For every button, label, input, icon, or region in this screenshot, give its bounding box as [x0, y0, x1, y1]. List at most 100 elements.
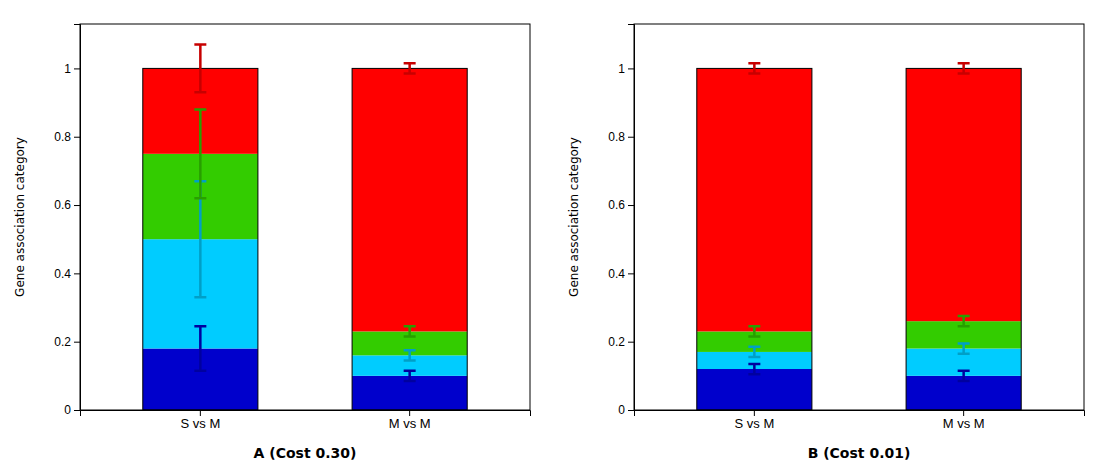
- tick: M vs M: [943, 410, 985, 431]
- y-axis: 0 0.2 0.4 0.6 0.8 1: [54, 25, 80, 418]
- error-bars: [194, 44, 415, 92]
- y-tick: [74, 342, 80, 343]
- plot-frame: [634, 24, 1084, 410]
- y-tick: [628, 342, 634, 343]
- error-bar: [748, 63, 760, 73]
- x-axis-title: B (Cost 0.01): [808, 445, 911, 461]
- tick: 0.4: [608, 267, 634, 281]
- x-tick-label: S vs M: [734, 416, 774, 431]
- error-bar: [748, 364, 760, 374]
- tick: 0.8: [608, 130, 634, 144]
- y-axis: 0 0.2 0.4 0.6 0.8 1: [608, 25, 634, 418]
- bar-outline: [143, 68, 258, 410]
- error-bars: [748, 343, 969, 357]
- tick: 0.2: [608, 335, 634, 349]
- y-tick: [628, 273, 634, 274]
- bar-segment: [697, 68, 812, 331]
- y-tick: [74, 137, 80, 138]
- tick: 0.6: [54, 198, 80, 212]
- y-tick: [628, 68, 634, 69]
- error-bar: [748, 347, 760, 357]
- bar-outlines: [697, 68, 1021, 410]
- error-bar: [958, 63, 970, 73]
- y-tick-label: 0.2: [54, 335, 71, 349]
- y-tick: [74, 205, 80, 206]
- error-bar: [748, 326, 760, 336]
- error-bar: [404, 326, 416, 336]
- y-axis-line: [628, 25, 635, 411]
- x-axis: S vs M M vs M: [81, 410, 531, 431]
- y-tick-label: 0.6: [54, 198, 71, 212]
- y-tick-label: 0: [618, 403, 625, 417]
- y-tick: [74, 273, 80, 274]
- bar-segment: [906, 68, 1021, 321]
- y-axis-title: Gene association category: [567, 137, 581, 297]
- tick: S vs M: [734, 410, 774, 431]
- tick: 0: [64, 403, 80, 417]
- x-tick-label: M vs M: [943, 416, 985, 431]
- x-tick-label: S vs M: [180, 416, 220, 431]
- tick: 1: [64, 62, 80, 76]
- tick: 1: [618, 62, 634, 76]
- error-bar: [404, 63, 416, 73]
- error-bar: [194, 109, 206, 198]
- error-bars: [194, 181, 415, 360]
- x-tick: [754, 410, 755, 416]
- error-bar: [958, 371, 970, 381]
- plot-area: [697, 63, 1021, 410]
- x-axis-title: A (Cost 0.30): [254, 445, 357, 461]
- error-bar: [404, 350, 416, 360]
- bar-outlines: [143, 68, 467, 410]
- x-tick: [963, 410, 964, 416]
- tick: 0.4: [54, 267, 80, 281]
- series: [697, 349, 1021, 376]
- y-tick-label: 0.4: [608, 267, 625, 281]
- y-tick-label: 0: [64, 403, 71, 417]
- y-axis-line: [74, 25, 81, 411]
- y-tick-label: 1: [64, 62, 71, 76]
- x-tick-label: M vs M: [389, 416, 431, 431]
- series: [143, 349, 467, 410]
- plot-area: [143, 44, 467, 410]
- tick: 0.6: [608, 198, 634, 212]
- bar-segment: [352, 68, 467, 331]
- y-tick-label: 0.4: [54, 267, 71, 281]
- panel: 0 0.2 0.4 0.6 0.8 1 S vs M M vs M Gene associati…: [567, 24, 1085, 461]
- error-bars: [748, 364, 969, 381]
- y-tick-label: 0.8: [608, 130, 625, 144]
- tick: 0: [618, 403, 634, 417]
- error-bars: [194, 326, 415, 381]
- y-tick: [74, 68, 80, 69]
- error-bars: [194, 109, 415, 336]
- y-tick: [628, 205, 634, 206]
- x-tick: [200, 410, 201, 416]
- error-bars: [748, 316, 969, 336]
- y-axis-title: Gene association category: [13, 137, 27, 297]
- error-bar: [194, 326, 206, 370]
- y-tick: [628, 137, 634, 138]
- tick: S vs M: [180, 410, 220, 431]
- y-tick-label: 0.2: [608, 335, 625, 349]
- y-tick-label: 0.6: [608, 198, 625, 212]
- x-axis-line: [635, 411, 1085, 417]
- error-bar: [958, 316, 970, 326]
- series: [697, 68, 1021, 331]
- bar-outline: [697, 68, 812, 410]
- error-bar: [404, 371, 416, 381]
- panel: 0 0.2 0.4 0.6 0.8 1 S vs M M vs M Gene associati…: [13, 24, 531, 461]
- plot-frame: [80, 24, 530, 410]
- x-axis-line: [81, 411, 531, 417]
- x-tick: [409, 410, 410, 416]
- tick: 0.2: [54, 335, 80, 349]
- error-bar: [958, 343, 970, 353]
- series: [143, 68, 467, 331]
- y-tick: [74, 410, 80, 411]
- error-bar: [194, 44, 206, 92]
- y-tick-label: 1: [618, 62, 625, 76]
- x-axis: S vs M M vs M: [635, 410, 1085, 431]
- y-tick: [628, 410, 634, 411]
- bar-outline: [906, 68, 1021, 410]
- tick: 0.8: [54, 130, 80, 144]
- error-bars: [748, 63, 969, 73]
- chart: 0 0.2 0.4 0.6 0.8 1 S vs M M vs M Gene associati…: [0, 0, 1108, 472]
